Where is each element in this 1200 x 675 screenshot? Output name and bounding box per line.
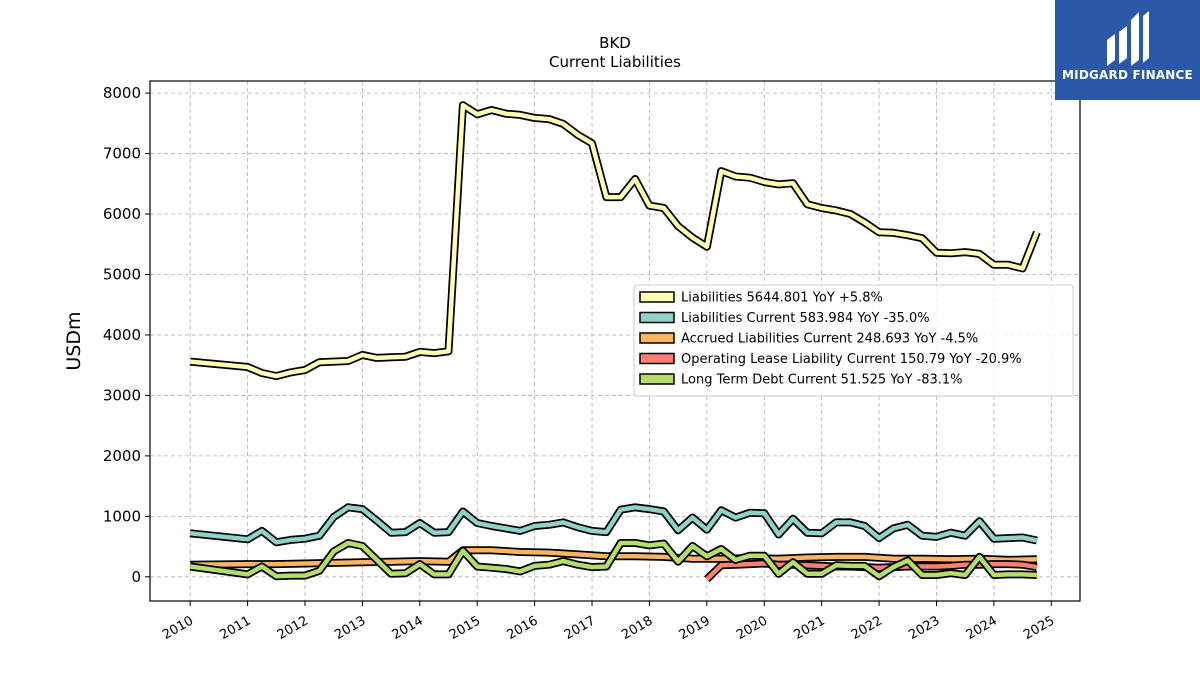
legend-swatch [639,332,675,344]
legend-label: Operating Lease Liability Current 150.79… [681,352,1022,367]
x-tick-label: 2025 [1021,613,1057,643]
chart-title: BKD [599,34,631,52]
y-tick-label: 5000 [103,265,141,283]
legend-swatch [639,311,675,324]
x-tick-label: 2013 [332,613,368,643]
x-tick-label: 2010 [160,613,196,643]
series-line-liabilities [189,102,1039,379]
brand-mark-icon [1107,11,1149,66]
legend-swatch [639,373,675,385]
x-tick-label: 2015 [447,613,483,643]
y-tick-label: 4000 [103,326,141,344]
x-tick-label: 2016 [504,613,540,643]
legend-label: Liabilities 5644.801 YoY +5.8% [681,291,883,306]
x-tick-label: 2021 [792,613,828,643]
y-tick-label: 3000 [103,386,141,404]
legend-label: Long Term Debt Current 51.525 YoY -83.1% [681,373,963,388]
x-tick-label: 2012 [275,613,311,643]
legend-label: Accrued Liabilities Current 248.693 YoY … [681,332,978,347]
x-tick-label: 2014 [390,613,426,643]
chart-subtitle: Current Liabilities [549,53,681,71]
x-tick-label: 2017 [562,613,598,643]
y-tick-label: 2000 [103,447,141,465]
series-line-accrued-liabilities-current [190,547,1037,567]
legend-box [633,284,1074,397]
x-tick-label: 2018 [619,613,655,643]
y-axis: 0 1000 2000 3000 4000 5000 6000 7000 8000 [103,84,150,586]
x-tick-label: 2023 [906,613,942,643]
legend-swatch [639,291,675,303]
y-tick-label: 0 [131,568,141,586]
series-layer [189,101,1041,583]
legend: Liabilities 5644.801 YoY +5.8% Liabilitie… [633,284,1074,397]
y-tick-label: 8000 [103,84,141,102]
y-axis-label: USDm [63,311,85,370]
x-tick-label: 2024 [964,613,1000,643]
y-tick-label: 7000 [103,145,141,163]
series-line-liabilities-current [189,505,1038,545]
x-tick-label: 2020 [734,613,770,643]
x-tick-label: 2022 [849,613,885,643]
brand-name: MIDGARD FINANCE [1062,68,1193,82]
y-tick-label: 1000 [103,507,141,525]
plot-frame [149,80,1081,602]
y-tick-label: 6000 [103,205,141,223]
x-tick-label: 2011 [217,613,253,643]
legend-label: Liabilities Current 583.984 YoY -35.0% [681,311,930,326]
x-tick-label: 2019 [677,613,713,643]
legend-swatch [639,352,675,365]
series-line-long-term-debt-current [189,540,1037,579]
brand-logo: MIDGARD FINANCE [1055,0,1200,100]
x-axis: 2010 2011 2012 2013 2014 2015 2016 2017 2018 2019… [160,601,1057,643]
